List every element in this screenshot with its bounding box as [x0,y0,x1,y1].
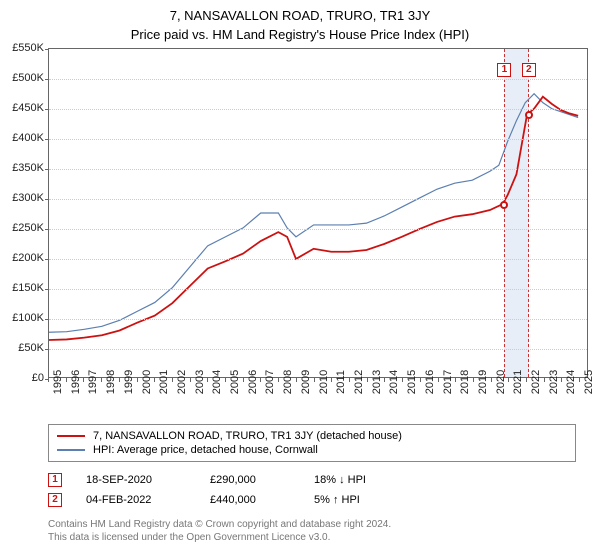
legend-swatch [57,449,85,451]
chart-subtitle: Price paid vs. HM Land Registry's House … [0,23,600,48]
sale-row: 1 18-SEP-2020 £290,000 18% ↓ HPI [48,470,576,490]
chart-area: 12 £0 £50K £100K £150K £200K £250K £300K £350K £… [0,48,600,418]
x-axis-label: 2016 [424,370,436,394]
x-axis-label: 1995 [52,370,64,394]
y-axis-label: £450K [12,102,44,114]
sale-marker-1: 1 [497,63,511,77]
sale-price: £440,000 [210,494,290,506]
sales-table: 1 18-SEP-2020 £290,000 18% ↓ HPI 2 04-FEB-202… [48,470,576,510]
series-property [49,97,578,340]
x-axis-label: 2003 [194,370,206,394]
footer-attribution: Contains HM Land Registry data © Crown c… [48,518,576,544]
x-axis-label: 2019 [477,370,489,394]
y-axis-label: £200K [12,252,44,264]
y-axis-label: £350K [12,162,44,174]
legend-label: HPI: Average price, detached house, Corn… [93,444,318,456]
sale-date: 04-FEB-2022 [86,494,186,506]
x-axis-label: 2002 [176,370,188,394]
x-axis-label: 2022 [530,370,542,394]
sale-price: £290,000 [210,474,290,486]
x-axis-label: 2023 [548,370,560,394]
y-axis-label: £250K [12,222,44,234]
x-axis-label: 2004 [211,370,223,394]
x-axis-label: 2017 [442,370,454,394]
sale-date: 18-SEP-2020 [86,474,186,486]
x-axis-label: 2013 [371,370,383,394]
footer-line: This data is licensed under the Open Gov… [48,531,576,544]
footer-line: Contains HM Land Registry data © Crown c… [48,518,576,531]
chart-container: 7, NANSAVALLON ROAD, TRURO, TR1 3JY Pric… [0,0,600,560]
legend-item: HPI: Average price, detached house, Corn… [57,443,567,457]
sale-delta: 5% ↑ HPI [314,494,434,506]
x-axis-label: 2020 [495,370,507,394]
y-axis-label: £0 [32,372,44,384]
plot-region: 12 [48,48,588,378]
sale-point-2 [525,111,533,119]
legend-swatch [57,435,85,437]
x-axis-label: 2024 [565,370,577,394]
sale-marker-2: 2 [522,63,536,77]
x-axis-label: 2001 [158,370,170,394]
x-axis-label: 2014 [388,370,400,394]
x-axis-label: 2008 [282,370,294,394]
x-axis-label: 2006 [247,370,259,394]
y-axis-label: £500K [12,72,44,84]
legend: 7, NANSAVALLON ROAD, TRURO, TR1 3JY (det… [48,424,576,462]
x-axis-label: 2007 [264,370,276,394]
x-axis-label: 2010 [318,370,330,394]
y-axis-label: £400K [12,132,44,144]
x-axis-label: 2015 [406,370,418,394]
x-axis-label: 2000 [141,370,153,394]
legend-label: 7, NANSAVALLON ROAD, TRURO, TR1 3JY (det… [93,430,402,442]
y-axis-label: £50K [18,342,44,354]
y-axis-label: £300K [12,192,44,204]
series-hpi [49,94,578,333]
sale-point-1 [500,201,508,209]
sale-row-marker: 2 [48,493,62,507]
x-axis-label: 2021 [512,370,524,394]
x-axis-label: 2009 [300,370,312,394]
x-axis-label: 1996 [70,370,82,394]
x-axis-label: 2005 [229,370,241,394]
legend-item: 7, NANSAVALLON ROAD, TRURO, TR1 3JY (det… [57,429,567,443]
x-axis-label: 1999 [123,370,135,394]
y-axis-label: £550K [12,42,44,54]
sale-delta: 18% ↓ HPI [314,474,434,486]
y-axis-label: £150K [12,282,44,294]
x-axis-label: 1998 [105,370,117,394]
chart-lines [49,49,587,377]
x-axis-label: 2018 [459,370,471,394]
x-axis-label: 1997 [87,370,99,394]
sale-row: 2 04-FEB-2022 £440,000 5% ↑ HPI [48,490,576,510]
sale-row-marker: 1 [48,473,62,487]
y-axis-label: £100K [12,312,44,324]
x-axis-label: 2012 [353,370,365,394]
x-axis-label: 2025 [583,370,595,394]
x-axis-label: 2011 [335,370,347,394]
chart-title: 7, NANSAVALLON ROAD, TRURO, TR1 3JY [0,0,600,23]
